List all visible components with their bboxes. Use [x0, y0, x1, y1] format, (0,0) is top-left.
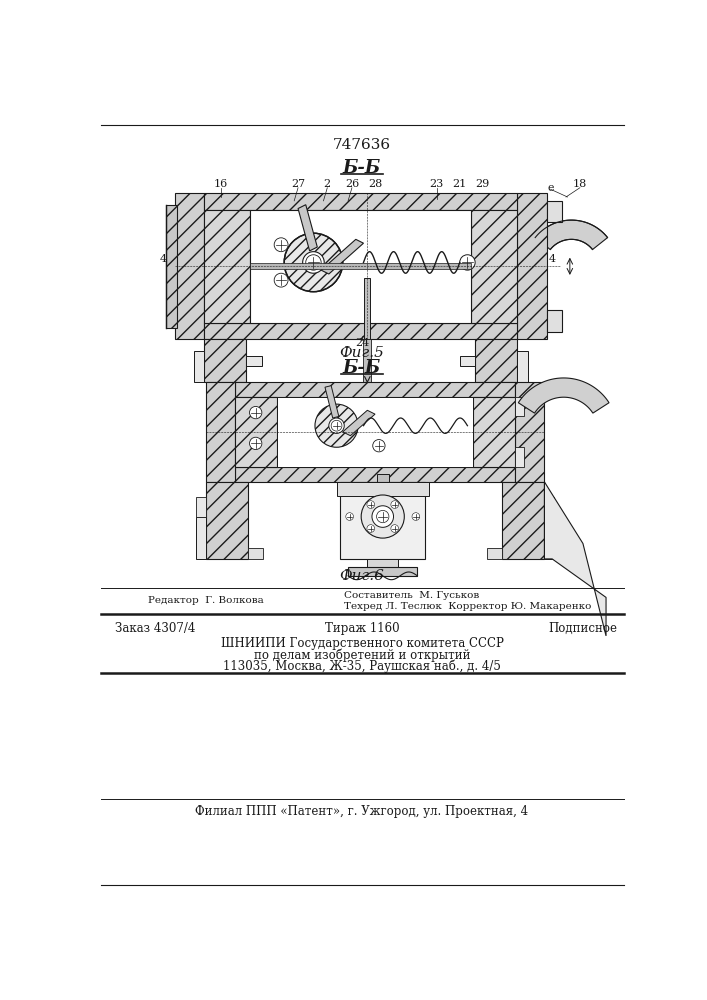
Circle shape: [377, 510, 389, 523]
Polygon shape: [518, 378, 609, 413]
Text: 23: 23: [430, 179, 444, 189]
Circle shape: [372, 506, 394, 527]
Bar: [515, 397, 525, 416]
Bar: [502, 482, 544, 559]
Bar: [377, 474, 389, 559]
Bar: [337, 482, 429, 496]
Bar: [515, 382, 544, 482]
Bar: [348, 567, 417, 576]
Circle shape: [391, 525, 399, 532]
Polygon shape: [535, 220, 607, 250]
Text: 29: 29: [476, 179, 490, 189]
Bar: [248, 548, 264, 559]
Bar: [486, 548, 502, 559]
Circle shape: [250, 437, 262, 450]
Polygon shape: [343, 410, 375, 436]
Circle shape: [274, 238, 288, 252]
Text: 747636: 747636: [333, 138, 391, 152]
Text: 16: 16: [214, 179, 228, 189]
Bar: [340, 482, 425, 559]
Bar: [235, 382, 515, 397]
Circle shape: [373, 440, 385, 452]
Bar: [544, 497, 554, 517]
Bar: [197, 517, 206, 559]
Bar: [363, 339, 371, 382]
Circle shape: [331, 420, 342, 431]
Text: ШНИИПИ Государственного комитета СССР: ШНИИПИ Государственного комитета СССР: [221, 637, 503, 650]
Circle shape: [412, 513, 420, 520]
Bar: [518, 351, 527, 382]
Text: 27: 27: [291, 179, 305, 189]
Text: 18: 18: [573, 179, 587, 189]
Bar: [247, 356, 262, 366]
Text: Б-Б: Б-Б: [343, 159, 381, 177]
Bar: [235, 466, 515, 482]
Text: e: e: [547, 183, 554, 193]
Polygon shape: [298, 205, 317, 251]
Text: 4: 4: [160, 254, 167, 264]
Bar: [460, 356, 475, 366]
Text: 24: 24: [355, 338, 369, 348]
Bar: [277, 397, 473, 466]
Circle shape: [346, 513, 354, 520]
Bar: [250, 263, 472, 269]
Bar: [368, 559, 398, 567]
Bar: [204, 210, 250, 323]
Text: по делам изобретений и открытий: по делам изобретений и открытий: [254, 648, 470, 662]
Bar: [204, 323, 518, 339]
Text: Подписное: Подписное: [549, 622, 617, 635]
Bar: [165, 205, 177, 328]
Text: 2: 2: [324, 179, 331, 189]
Bar: [544, 517, 554, 559]
Bar: [194, 351, 204, 382]
Text: 26: 26: [345, 179, 359, 189]
Circle shape: [284, 233, 343, 292]
Text: Редактор  Г. Волкова: Редактор Г. Волкова: [148, 596, 264, 605]
Text: Тираж 1160: Тираж 1160: [325, 622, 399, 635]
Bar: [235, 397, 277, 466]
Text: Б-Б: Б-Б: [343, 359, 381, 377]
Circle shape: [460, 255, 475, 270]
Text: 4: 4: [549, 254, 556, 264]
Circle shape: [303, 252, 325, 273]
Polygon shape: [544, 482, 606, 636]
Circle shape: [329, 418, 344, 433]
Bar: [475, 339, 518, 382]
Circle shape: [305, 255, 321, 270]
Bar: [547, 310, 562, 332]
Bar: [473, 397, 515, 466]
Text: 113035, Москва, Ж-35, Раушская наб., д. 4/5: 113035, Москва, Ж-35, Раушская наб., д. …: [223, 660, 501, 673]
Circle shape: [361, 495, 404, 538]
Text: Фиг.6: Фиг.6: [339, 569, 385, 583]
Bar: [515, 447, 525, 466]
Bar: [472, 210, 518, 323]
Circle shape: [367, 525, 375, 532]
Text: 21: 21: [452, 179, 467, 189]
Bar: [364, 278, 370, 339]
Text: Техред Л. Теслюк  Корректор Ю. Макаренко: Техред Л. Теслюк Корректор Ю. Макаренко: [344, 602, 592, 611]
Text: Заказ 4307/4: Заказ 4307/4: [115, 622, 195, 635]
Bar: [206, 482, 248, 559]
Text: Филиал ППП «Патент», г. Ужгород, ул. Проектная, 4: Филиал ППП «Патент», г. Ужгород, ул. Про…: [195, 805, 529, 818]
Bar: [197, 497, 206, 517]
Bar: [204, 339, 247, 382]
Bar: [250, 210, 472, 323]
Bar: [175, 193, 204, 339]
Polygon shape: [321, 239, 363, 274]
Circle shape: [315, 404, 358, 447]
Circle shape: [274, 273, 288, 287]
Bar: [206, 382, 235, 482]
Circle shape: [367, 501, 375, 508]
Text: Составитель  М. Гуськов: Составитель М. Гуськов: [344, 591, 479, 600]
Text: 28: 28: [368, 179, 382, 189]
Bar: [204, 193, 518, 210]
Bar: [547, 201, 562, 222]
Text: Фиг.5: Фиг.5: [339, 346, 385, 360]
Circle shape: [250, 406, 262, 419]
Bar: [518, 193, 547, 339]
Polygon shape: [325, 386, 339, 418]
Circle shape: [391, 501, 399, 508]
